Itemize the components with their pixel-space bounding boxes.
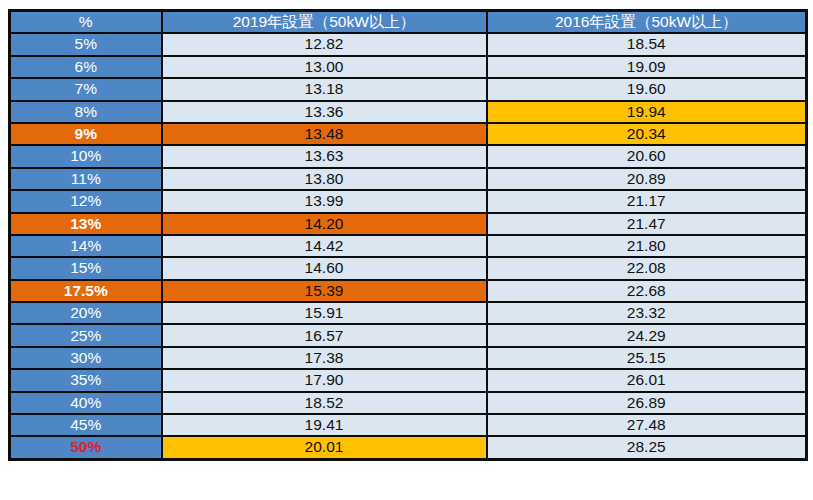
header-percent: % bbox=[10, 11, 162, 34]
table-row: 40%18.5226.89 bbox=[10, 392, 807, 414]
table-body: 5%12.8218.546%13.0019.097%13.1819.608%13… bbox=[10, 33, 807, 459]
table-row: 50%20.0128.25 bbox=[10, 436, 807, 459]
value-cell-2019: 12.82 bbox=[162, 33, 487, 55]
value-cell-2016: 21.47 bbox=[487, 213, 807, 235]
value-cell-2016: 19.09 bbox=[487, 56, 807, 78]
table-row: 8%13.3619.94 bbox=[10, 101, 807, 123]
value-cell-2016: 26.01 bbox=[487, 369, 807, 391]
table-row: 15%14.6022.08 bbox=[10, 257, 807, 279]
value-cell-2016: 20.60 bbox=[487, 145, 807, 167]
value-cell-2016: 19.94 bbox=[487, 101, 807, 123]
header-row: % 2019年設置（50kW以上） 2016年設置（50kW以上） bbox=[10, 11, 807, 34]
table-row: 20%15.9123.32 bbox=[10, 302, 807, 324]
value-cell-2016: 26.89 bbox=[487, 392, 807, 414]
percent-cell: 40% bbox=[10, 392, 162, 414]
value-cell-2019: 17.90 bbox=[162, 369, 487, 391]
table-row: 13%14.2021.47 bbox=[10, 213, 807, 235]
rate-table: % 2019年設置（50kW以上） 2016年設置（50kW以上） 5%12.8… bbox=[8, 9, 808, 461]
table-row: 11%13.8020.89 bbox=[10, 168, 807, 190]
percent-cell: 7% bbox=[10, 78, 162, 100]
value-cell-2019: 14.20 bbox=[162, 213, 487, 235]
table-row: 12%13.9921.17 bbox=[10, 190, 807, 212]
percent-cell: 25% bbox=[10, 324, 162, 346]
table-row: 14%14.4221.80 bbox=[10, 235, 807, 257]
value-cell-2019: 13.48 bbox=[162, 123, 487, 145]
percent-cell: 17.5% bbox=[10, 280, 162, 302]
table-row: 10%13.6320.60 bbox=[10, 145, 807, 167]
table-row: 45%19.4127.48 bbox=[10, 414, 807, 436]
value-cell-2016: 24.29 bbox=[487, 324, 807, 346]
table-row: 17.5%15.3922.68 bbox=[10, 280, 807, 302]
value-cell-2016: 20.89 bbox=[487, 168, 807, 190]
table-row: 7%13.1819.60 bbox=[10, 78, 807, 100]
percent-cell: 12% bbox=[10, 190, 162, 212]
value-cell-2016: 21.17 bbox=[487, 190, 807, 212]
percent-cell: 45% bbox=[10, 414, 162, 436]
header-2016: 2016年設置（50kW以上） bbox=[487, 11, 807, 34]
value-cell-2019: 13.00 bbox=[162, 56, 487, 78]
percent-cell: 20% bbox=[10, 302, 162, 324]
value-cell-2016: 19.60 bbox=[487, 78, 807, 100]
value-cell-2016: 27.48 bbox=[487, 414, 807, 436]
value-cell-2019: 13.63 bbox=[162, 145, 487, 167]
value-cell-2016: 22.08 bbox=[487, 257, 807, 279]
value-cell-2019: 13.36 bbox=[162, 101, 487, 123]
value-cell-2019: 19.41 bbox=[162, 414, 487, 436]
percent-cell: 13% bbox=[10, 213, 162, 235]
value-cell-2016: 22.68 bbox=[487, 280, 807, 302]
percent-cell: 5% bbox=[10, 33, 162, 55]
value-cell-2019: 18.52 bbox=[162, 392, 487, 414]
value-cell-2019: 13.18 bbox=[162, 78, 487, 100]
table-row: 30%17.3825.15 bbox=[10, 347, 807, 369]
table-row: 25%16.5724.29 bbox=[10, 324, 807, 346]
percent-cell: 14% bbox=[10, 235, 162, 257]
percent-cell: 9% bbox=[10, 123, 162, 145]
value-cell-2019: 15.39 bbox=[162, 280, 487, 302]
percent-cell: 30% bbox=[10, 347, 162, 369]
value-cell-2016: 21.80 bbox=[487, 235, 807, 257]
value-cell-2016: 20.34 bbox=[487, 123, 807, 145]
value-cell-2019: 14.42 bbox=[162, 235, 487, 257]
value-cell-2019: 20.01 bbox=[162, 436, 487, 459]
value-cell-2019: 13.99 bbox=[162, 190, 487, 212]
table-row: 35%17.9026.01 bbox=[10, 369, 807, 391]
table-page: % 2019年設置（50kW以上） 2016年設置（50kW以上） 5%12.8… bbox=[0, 0, 813, 500]
value-cell-2019: 17.38 bbox=[162, 347, 487, 369]
value-cell-2016: 28.25 bbox=[487, 436, 807, 459]
table-row: 9%13.4820.34 bbox=[10, 123, 807, 145]
table-row: 5%12.8218.54 bbox=[10, 33, 807, 55]
percent-cell: 35% bbox=[10, 369, 162, 391]
value-cell-2019: 14.60 bbox=[162, 257, 487, 279]
percent-cell: 11% bbox=[10, 168, 162, 190]
percent-cell: 50% bbox=[10, 436, 162, 459]
value-cell-2016: 18.54 bbox=[487, 33, 807, 55]
percent-cell: 15% bbox=[10, 257, 162, 279]
value-cell-2016: 23.32 bbox=[487, 302, 807, 324]
value-cell-2019: 15.91 bbox=[162, 302, 487, 324]
percent-cell: 8% bbox=[10, 101, 162, 123]
percent-cell: 6% bbox=[10, 56, 162, 78]
table-row: 6%13.0019.09 bbox=[10, 56, 807, 78]
value-cell-2019: 16.57 bbox=[162, 324, 487, 346]
value-cell-2016: 25.15 bbox=[487, 347, 807, 369]
value-cell-2019: 13.80 bbox=[162, 168, 487, 190]
header-2019: 2019年設置（50kW以上） bbox=[162, 11, 487, 34]
percent-cell: 10% bbox=[10, 145, 162, 167]
